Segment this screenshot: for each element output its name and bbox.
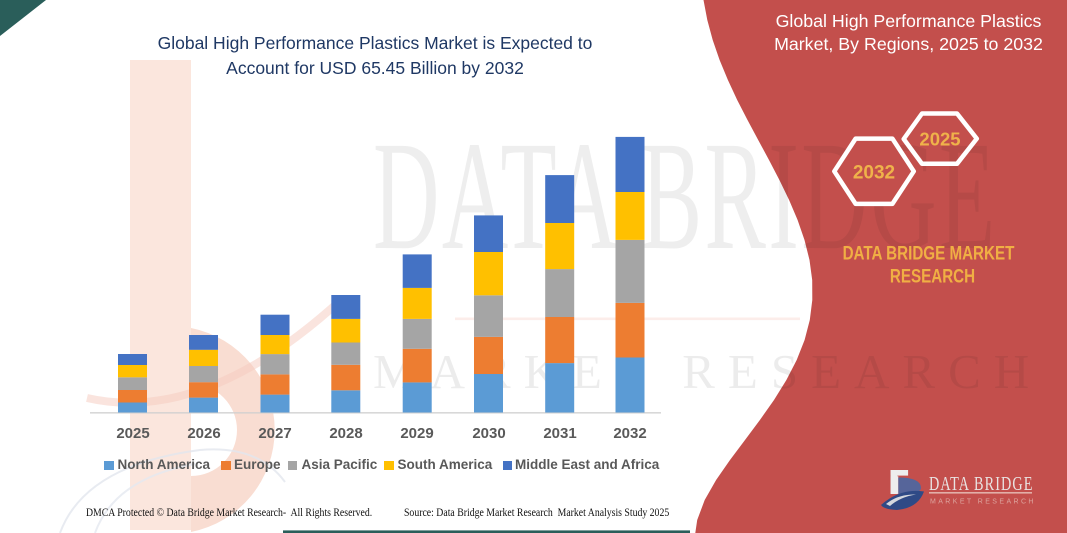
svg-text:2032: 2032 [853, 163, 895, 184]
svg-text:RESEARCH: RESEARCH [890, 265, 975, 287]
svg-text:2025: 2025 [919, 129, 960, 150]
svg-text:DATA BRIDGE: DATA BRIDGE [929, 473, 1034, 495]
svg-text:MARKET RESEARCH: MARKET RESEARCH [930, 499, 1036, 506]
svg-text:DATA BRIDGE MARKET: DATA BRIDGE MARKET [843, 242, 1015, 264]
